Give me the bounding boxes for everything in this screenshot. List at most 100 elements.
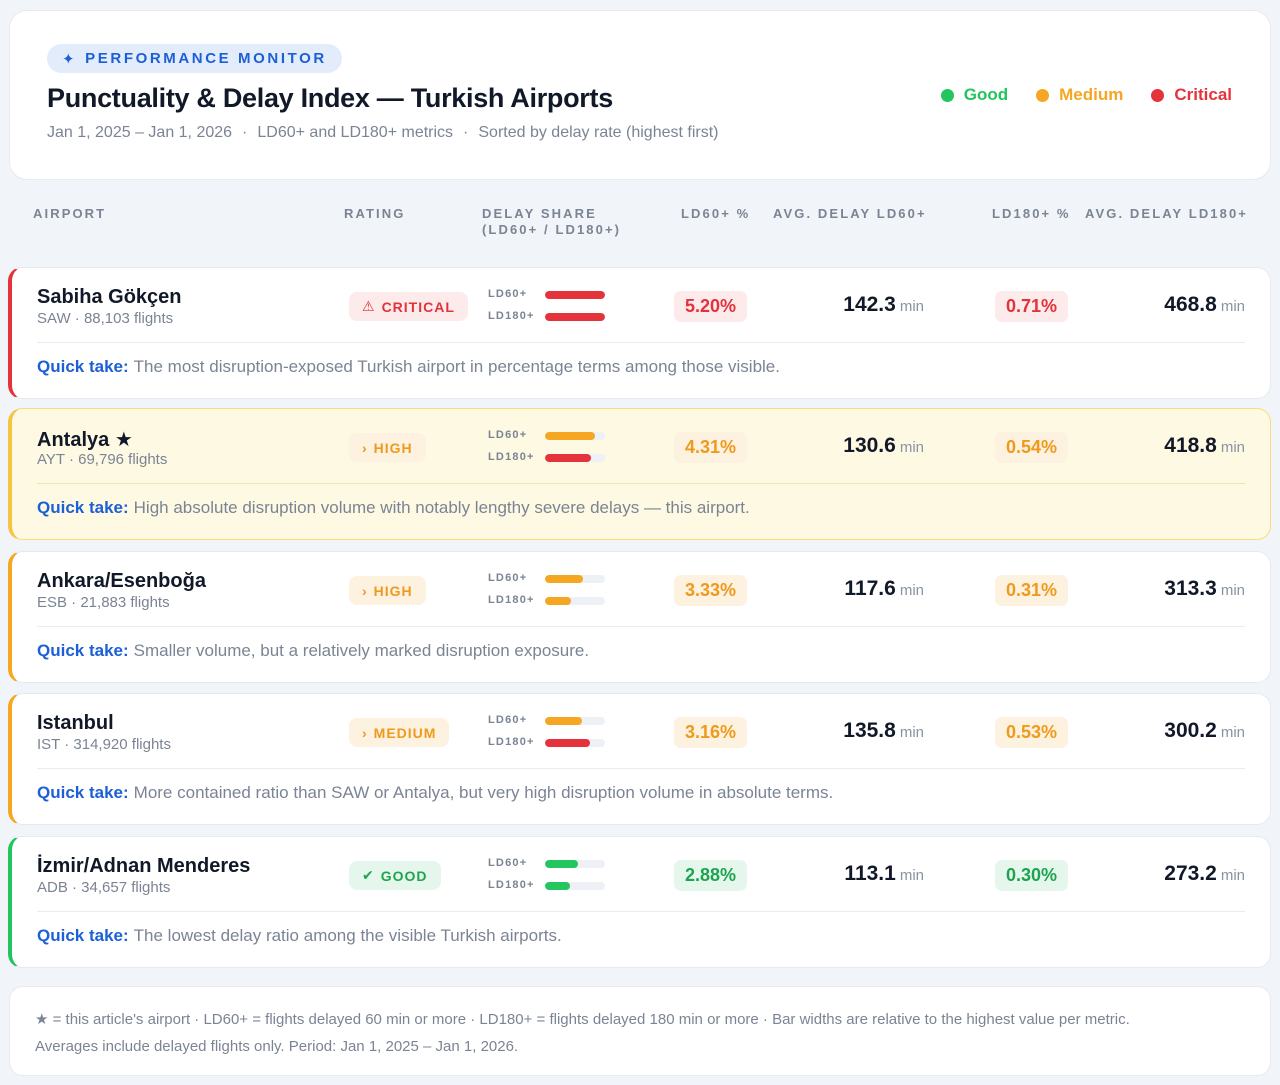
airport-name: İzmir/Adnan Menderes <box>37 855 250 878</box>
avg-delay-ld180-unit: min <box>1220 439 1245 456</box>
rating-badge: ⚠ CRITICAL <box>349 292 468 321</box>
ld180-pct-badge: 0.71% <box>995 291 1069 322</box>
airport-row[interactable]: Ankara/Esenboğa ESB · 21,883 flights › H… <box>8 551 1271 683</box>
avg-delay-ld180-value: 313.3 <box>1164 577 1217 600</box>
bar-fill-ld60 <box>545 432 595 440</box>
ld60-pct-badge: 4.31% <box>674 432 748 463</box>
avg-delay-ld60: 130.6 min <box>843 434 924 458</box>
bar-track-ld60 <box>545 860 605 868</box>
bar-track-ld180 <box>545 597 605 605</box>
row-divider <box>37 483 1245 484</box>
airport-row[interactable]: İzmir/Adnan Menderes ADB · 34,657 flight… <box>8 836 1271 968</box>
rating-label: GOOD <box>380 867 428 884</box>
rating-icon: › <box>362 724 368 741</box>
quick-take-text: The most disruption-exposed Turkish airp… <box>133 357 780 376</box>
row-divider <box>37 911 1245 912</box>
avg-delay-ld180-value: 300.2 <box>1164 719 1217 742</box>
legend-critical-label: Critical <box>1174 85 1232 104</box>
column-header-airport: AIRPORT <box>33 206 107 221</box>
ld180-pct-badge: 0.53% <box>995 717 1069 748</box>
column-header-ld60-pct: LD60+ % <box>681 206 751 221</box>
section-badge-label: PERFORMANCE MONITOR <box>85 50 327 67</box>
star-icon: ★ <box>114 429 133 451</box>
rating-icon: ✔ <box>362 867 375 883</box>
airport-name: Ankara/Esenboğa <box>37 570 206 593</box>
avg-delay-ld180-unit: min <box>1220 582 1245 599</box>
rating-badge: › MEDIUM <box>349 718 450 747</box>
rating-badge: › HIGH <box>349 576 426 605</box>
quick-take-label: Quick take: <box>37 783 129 802</box>
legend-medium-label: Medium <box>1059 85 1124 104</box>
header-card: ✦ PERFORMANCE MONITOR Punctuality & Dela… <box>9 10 1271 180</box>
avg-delay-ld60-unit: min <box>899 867 924 884</box>
avg-delay-ld180-unit: min <box>1220 867 1245 884</box>
quick-take: Quick take: The most disruption-exposed T… <box>37 357 780 377</box>
legend-good-dot <box>940 88 954 102</box>
rating-icon: › <box>362 439 368 456</box>
period-text: Jan 1, 2025 – Jan 1, 2026 <box>47 124 233 141</box>
avg-delay-ld180: 313.3 min <box>1164 577 1245 601</box>
avg-delay-ld60-unit: min <box>899 724 924 741</box>
airport-code-flights: IST · 314,920 flights <box>37 736 171 753</box>
quick-take: Quick take: More contained ratio than SAW… <box>37 783 833 803</box>
row-divider <box>37 626 1245 627</box>
quick-take-text: Smaller volume, but a relatively marked … <box>133 641 590 660</box>
airport-code-flights: ADB · 34,657 flights <box>37 879 171 896</box>
airport-name-text: Antalya <box>37 429 110 451</box>
rating-badge: ✔ GOOD <box>349 861 441 890</box>
metrics-text: LD60+ and LD180+ metrics <box>257 124 454 141</box>
bar-track-ld60 <box>545 432 605 440</box>
bar-track-ld180 <box>545 882 605 890</box>
bar-track-ld180 <box>545 739 605 747</box>
bar-track-ld60 <box>545 717 605 725</box>
ld60-pct-badge: 3.16% <box>674 717 748 748</box>
bar-label-ld180: LD180+ <box>488 879 535 891</box>
rating-badge: › HIGH <box>349 433 426 462</box>
bar-label-ld180: LD180+ <box>488 594 535 606</box>
airport-name-text: Ankara/Esenboğa <box>37 570 206 592</box>
avg-delay-ld180-unit: min <box>1220 298 1245 315</box>
rating-label: HIGH <box>373 439 413 456</box>
bar-label-ld180: LD180+ <box>488 736 535 748</box>
airport-name-text: Sabiha Gökçen <box>37 286 182 308</box>
quick-take: Quick take: Smaller volume, but a relativ… <box>37 641 589 661</box>
subtitle-separator: · <box>463 124 469 141</box>
bar-fill-ld180 <box>545 454 591 462</box>
avg-delay-ld60-unit: min <box>899 439 924 456</box>
bar-fill-ld60 <box>545 717 582 725</box>
avg-delay-ld60: 142.3 min <box>843 293 924 317</box>
avg-delay-ld60-value: 130.6 <box>843 434 896 457</box>
ld180-pct-badge: 0.54% <box>995 432 1069 463</box>
quick-take-label: Quick take: <box>37 641 129 660</box>
column-header-delay-share: DELAY SHARE (LD60+ / LD180+) <box>482 206 622 237</box>
rating-icon: ⚠ <box>362 298 376 314</box>
airport-row[interactable]: Istanbul IST · 314,920 flights › MEDIUM … <box>8 693 1271 825</box>
bar-track-ld60 <box>545 291 605 299</box>
bar-track-ld60 <box>545 575 605 583</box>
avg-delay-ld60: 113.1 min <box>844 862 924 886</box>
sparkle-icon: ✦ <box>62 50 78 68</box>
avg-delay-ld60-value: 113.1 <box>844 862 896 885</box>
quick-take-label: Quick take: <box>37 498 129 517</box>
bar-fill-ld180 <box>545 739 590 747</box>
quick-take-label: Quick take: <box>37 926 129 945</box>
column-header-avg-ld60: AVG. DELAY LD60+ <box>773 206 927 221</box>
airport-row[interactable]: Antalya ★ AYT · 69,796 flights › HIGH LD… <box>8 408 1271 540</box>
page-title: Punctuality & Delay Index — Turkish Airp… <box>47 83 613 113</box>
airport-code-flights: ESB · 21,883 flights <box>37 594 170 611</box>
bar-label-ld60: LD60+ <box>488 429 528 441</box>
footer-line-legend: ★ = this article's airport · LD60+ = fli… <box>35 1011 1130 1028</box>
avg-delay-ld180-unit: min <box>1220 724 1245 741</box>
ld60-pct-badge: 2.88% <box>674 860 748 891</box>
avg-delay-ld180: 418.8 min <box>1164 434 1245 458</box>
page-subtitle: Jan 1, 2025 – Jan 1, 2026 · LD60+ and LD… <box>47 124 718 142</box>
avg-delay-ld180-value: 273.2 <box>1164 862 1217 885</box>
bar-fill-ld180 <box>545 313 605 321</box>
rating-label: CRITICAL <box>381 298 455 315</box>
airport-row[interactable]: Sabiha Gökçen SAW · 88,103 flights ⚠ CRI… <box>8 267 1271 399</box>
row-divider <box>37 768 1245 769</box>
ld60-pct-badge: 5.20% <box>674 291 748 322</box>
airport-code-flights: AYT · 69,796 flights <box>37 451 168 468</box>
ld180-pct-badge: 0.31% <box>995 575 1069 606</box>
bar-fill-ld60 <box>545 575 584 583</box>
